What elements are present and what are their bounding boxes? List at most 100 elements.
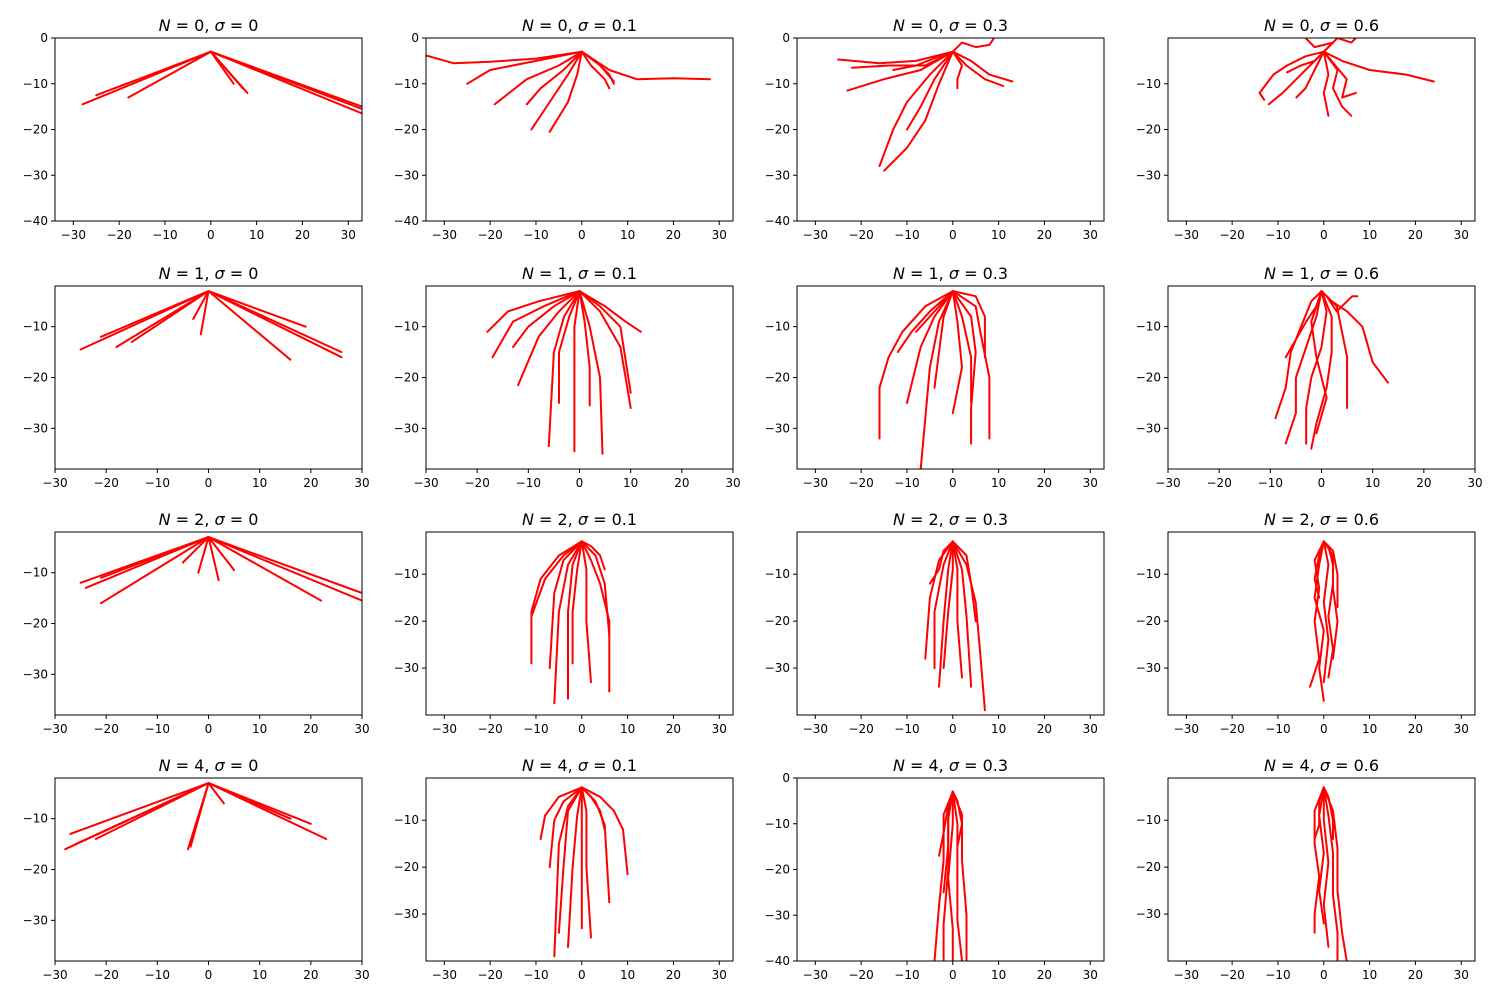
x-tick-label: 10 bbox=[249, 228, 264, 242]
trajectory-line-3 bbox=[919, 290, 954, 469]
x-tick-label: −10 bbox=[894, 476, 919, 490]
x-tick-label: 20 bbox=[1037, 968, 1052, 982]
trajectory-group bbox=[81, 50, 362, 115]
x-tick-label: 20 bbox=[666, 228, 681, 242]
subplot-2-2: −30 −20 −10 0 10 20 30 −10 −20 −30 N = 2, σ = 0.3 bbox=[765, 510, 1105, 736]
x-tick-label: 0 bbox=[205, 476, 213, 490]
trajectory-line-3 bbox=[553, 540, 583, 705]
x-tick-label: −10 bbox=[523, 968, 548, 982]
trajectory-line-2 bbox=[512, 290, 581, 348]
trajectory-line-2 bbox=[1305, 290, 1328, 445]
trajectory-line-6 bbox=[951, 790, 963, 848]
axes-frame bbox=[54, 777, 363, 962]
y-tick-label: −10 bbox=[23, 77, 48, 91]
trajectory-line-0 bbox=[486, 290, 581, 333]
x-tick-label: −20 bbox=[848, 228, 873, 242]
x-tick-label: 10 bbox=[623, 476, 638, 490]
trajectory-line-1 bbox=[69, 782, 210, 835]
axes-frame bbox=[1167, 777, 1476, 962]
x-tick-label: 20 bbox=[666, 968, 681, 982]
trajectory-line-2 bbox=[1295, 50, 1325, 99]
trajectory-group bbox=[64, 782, 328, 851]
subplot-0-1: −30 −20 −10 0 10 20 30 0 −10 −20 −30 −40 N = 0, σ = … bbox=[394, 16, 734, 242]
y-tick-label: −20 bbox=[23, 863, 48, 877]
trajectory-line-5 bbox=[951, 290, 963, 415]
x-tick-label: 0 bbox=[949, 722, 957, 736]
x-tick-label: 10 bbox=[991, 968, 1006, 982]
y-tick-label: −20 bbox=[394, 371, 419, 385]
y-tick-label: −30 bbox=[23, 913, 48, 927]
x-tick-label: −10 bbox=[1258, 476, 1283, 490]
trajectory-line-8 bbox=[1310, 290, 1328, 435]
trajectory-line-9 bbox=[951, 50, 963, 90]
y-tick-label: −30 bbox=[23, 421, 48, 435]
trajectory-line-6 bbox=[1313, 786, 1325, 840]
subplot-title: N = 1, σ = 0 bbox=[159, 264, 259, 283]
trajectory-line-4 bbox=[951, 540, 963, 679]
trajectory-line-2 bbox=[493, 50, 583, 106]
x-tick-label: 30 bbox=[1083, 476, 1098, 490]
y-tick-label: −10 bbox=[765, 567, 790, 581]
x-tick-label: 30 bbox=[1454, 722, 1469, 736]
trajectory-line-2 bbox=[906, 290, 954, 404]
trajectory-line-4 bbox=[1322, 50, 1353, 117]
trajectory-line-11 bbox=[578, 290, 632, 409]
trajectory-line-6 bbox=[951, 38, 995, 53]
trajectory-group bbox=[933, 790, 968, 961]
trajectory-line-3 bbox=[94, 782, 210, 840]
trajectory-line-3 bbox=[557, 786, 583, 934]
x-tick-label: 20 bbox=[674, 476, 689, 490]
trajectory-line-6 bbox=[573, 290, 581, 453]
trajectory-line-1 bbox=[1284, 290, 1323, 445]
trajectory-line-0 bbox=[837, 50, 954, 65]
x-tick-label: 20 bbox=[1037, 722, 1052, 736]
y-tick-label: −30 bbox=[394, 907, 419, 921]
y-tick-label: −10 bbox=[1136, 813, 1161, 827]
trajectory-line-6 bbox=[951, 540, 986, 712]
y-tick-label: −10 bbox=[23, 812, 48, 826]
y-tick-label: −30 bbox=[1136, 421, 1161, 435]
trajectory-line-3 bbox=[525, 50, 583, 106]
y-tick-label: −10 bbox=[1136, 567, 1161, 581]
x-tick-label: 0 bbox=[1318, 476, 1326, 490]
trajectory-group bbox=[539, 786, 629, 958]
trajectory-line-4 bbox=[547, 290, 581, 448]
subplot-3-0: −30 −20 −10 0 10 20 30 −10 −20 −30 N = 4, σ = 0 bbox=[23, 756, 370, 982]
trajectory-line-5 bbox=[1322, 50, 1435, 83]
x-tick-label: 0 bbox=[578, 968, 586, 982]
x-tick-label: 20 bbox=[1408, 228, 1423, 242]
trajectory-line-2 bbox=[553, 786, 583, 958]
trajectory-group bbox=[79, 536, 362, 605]
x-tick-label: −30 bbox=[803, 228, 828, 242]
trajectory-line-5 bbox=[199, 290, 210, 336]
trajectory-line-0 bbox=[924, 540, 954, 660]
trajectory-line-8 bbox=[580, 540, 611, 637]
trajectory-line-5 bbox=[548, 50, 583, 133]
subplot-title: N = 1, σ = 0.6 bbox=[1264, 264, 1379, 283]
trajectory-line-7 bbox=[951, 540, 977, 623]
x-tick-label: −20 bbox=[1219, 722, 1244, 736]
y-tick-label: −20 bbox=[1136, 614, 1161, 628]
x-tick-label: 20 bbox=[1416, 476, 1431, 490]
subplot-title: N = 0, σ = 0.1 bbox=[522, 16, 637, 35]
trajectory-line-2 bbox=[938, 540, 954, 688]
y-tick-label: −30 bbox=[765, 908, 790, 922]
trajectory-line-10 bbox=[915, 290, 954, 333]
subplot-3-3: −30 −20 −10 0 10 20 30 −10 −20 −30 N = 4, σ = 0.6 bbox=[1136, 756, 1476, 982]
subplot-title: N = 4, σ = 0 bbox=[159, 756, 259, 775]
x-tick-label: 0 bbox=[1320, 228, 1328, 242]
y-tick-label: −30 bbox=[1136, 661, 1161, 675]
trajectory-line-8 bbox=[207, 782, 312, 825]
trajectory-group bbox=[878, 290, 991, 469]
x-tick-label: −10 bbox=[152, 228, 177, 242]
x-tick-label: 10 bbox=[252, 476, 267, 490]
y-tick-label: −40 bbox=[23, 214, 48, 228]
x-tick-label: −30 bbox=[42, 968, 67, 982]
x-tick-label: −20 bbox=[848, 968, 873, 982]
x-tick-label: 30 bbox=[1454, 228, 1469, 242]
trajectory-line-0 bbox=[878, 290, 954, 440]
y-tick-label: −40 bbox=[394, 214, 419, 228]
y-tick-label: −30 bbox=[765, 168, 790, 182]
trajectory-line-1 bbox=[1318, 786, 1325, 925]
trajectory-group bbox=[79, 290, 343, 361]
